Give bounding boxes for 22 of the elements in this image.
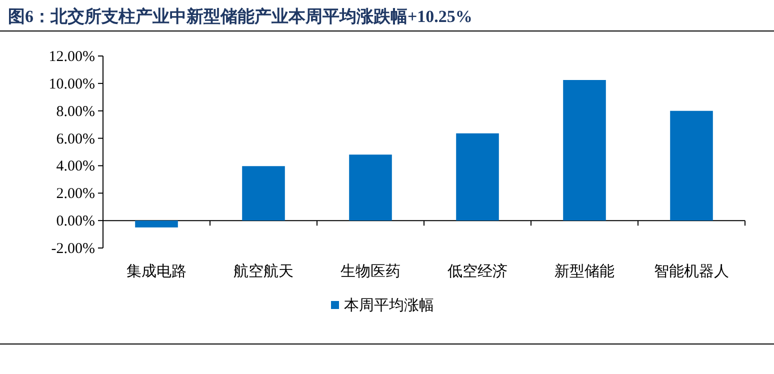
x-tick-label: 航空航天 xyxy=(234,263,294,280)
bar xyxy=(242,166,285,221)
x-tick-label: 新型储能 xyxy=(554,263,614,280)
x-tick-label: 生物医药 xyxy=(340,263,400,280)
legend-label: 本周平均涨幅 xyxy=(344,297,434,314)
y-tick-label: 8.00% xyxy=(56,104,95,120)
y-tick-label: -2.00% xyxy=(51,241,95,257)
bar xyxy=(670,110,713,221)
bar xyxy=(135,220,178,228)
x-tick-label: 智能机器人 xyxy=(654,263,729,280)
y-tick-label: 10.00% xyxy=(48,76,95,92)
y-tick-label: 12.00% xyxy=(48,49,95,65)
x-tick-label: 集成电路 xyxy=(126,263,186,280)
x-tick-label: 低空经济 xyxy=(448,263,508,280)
bar xyxy=(349,154,392,221)
y-tick-label: 2.00% xyxy=(56,186,95,202)
y-tick-label: 4.00% xyxy=(56,158,95,175)
bar xyxy=(563,80,606,221)
y-tick-label: 6.00% xyxy=(56,131,95,148)
title: 图6：北交所支柱产业中新型储能产业本周平均涨跌幅+10.25% xyxy=(8,7,472,26)
y-tick-label: 0.00% xyxy=(56,214,95,230)
bar xyxy=(456,133,499,221)
